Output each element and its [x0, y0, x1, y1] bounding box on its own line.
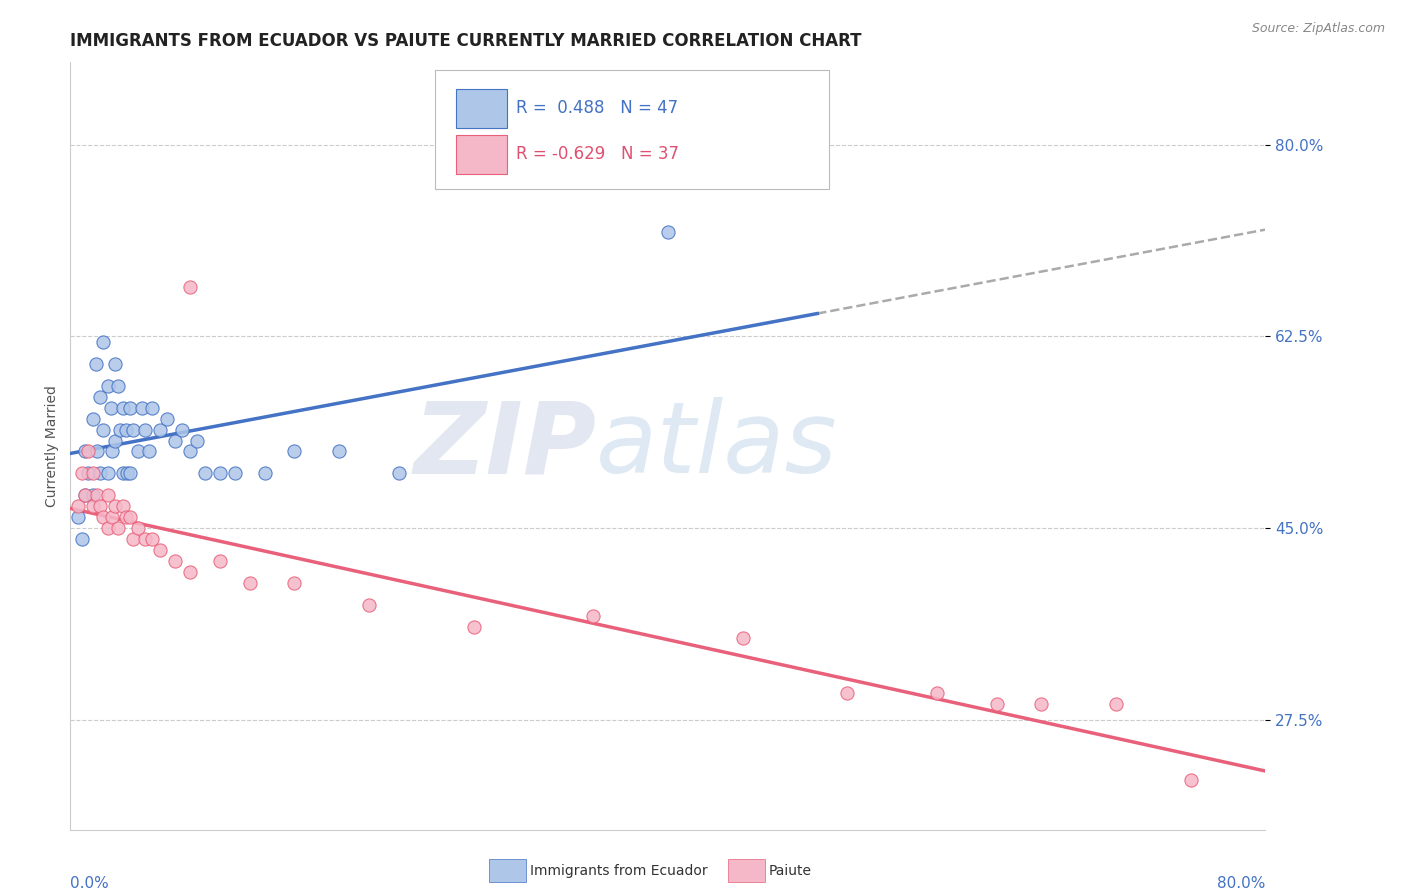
Point — [224, 467, 246, 481]
Point — [179, 280, 201, 294]
Point — [131, 401, 153, 415]
Text: ZIP: ZIP — [413, 398, 596, 494]
Point — [179, 444, 201, 458]
Point — [134, 423, 156, 437]
Point — [925, 685, 948, 699]
Point — [104, 357, 127, 371]
Point — [108, 423, 131, 437]
Point — [986, 697, 1008, 711]
Point — [84, 357, 107, 371]
Point — [134, 532, 156, 546]
Point — [66, 510, 89, 524]
Text: Paiute: Paiute — [769, 863, 813, 878]
Point — [208, 467, 231, 481]
Point — [138, 444, 160, 458]
Point — [186, 434, 208, 448]
Point — [239, 576, 262, 591]
Point — [1180, 773, 1202, 788]
Point — [77, 467, 100, 481]
Point — [91, 334, 114, 349]
Point — [107, 521, 129, 535]
Point — [283, 444, 305, 458]
Point — [156, 411, 179, 425]
Point — [172, 423, 194, 437]
Point — [89, 467, 111, 481]
Text: 0.0%: 0.0% — [70, 876, 110, 890]
Point — [104, 434, 127, 448]
Point — [75, 488, 97, 502]
Point — [463, 620, 485, 634]
Point — [115, 467, 138, 481]
Point — [101, 444, 124, 458]
Point — [127, 444, 149, 458]
Point — [97, 488, 120, 502]
Point — [122, 423, 145, 437]
FancyBboxPatch shape — [457, 135, 506, 175]
Point — [97, 521, 120, 535]
Point — [1031, 697, 1053, 711]
Point — [388, 467, 411, 481]
Point — [141, 532, 163, 546]
Point — [731, 631, 754, 645]
Point — [91, 510, 114, 524]
Point — [104, 500, 127, 514]
Point — [91, 423, 114, 437]
Point — [657, 225, 679, 239]
Point — [253, 467, 276, 481]
Y-axis label: Currently Married: Currently Married — [45, 385, 59, 507]
Point — [111, 401, 134, 415]
Point — [114, 510, 136, 524]
FancyBboxPatch shape — [457, 88, 506, 128]
Text: atlas: atlas — [596, 398, 838, 494]
Point — [328, 444, 350, 458]
Point — [82, 411, 104, 425]
Point — [1105, 697, 1128, 711]
Point — [208, 554, 231, 568]
Text: Immigrants from Ecuador: Immigrants from Ecuador — [530, 863, 707, 878]
Text: 80.0%: 80.0% — [1218, 876, 1265, 890]
Point — [101, 510, 124, 524]
Text: R = -0.629   N = 37: R = -0.629 N = 37 — [516, 145, 679, 163]
Point — [283, 576, 305, 591]
FancyBboxPatch shape — [434, 70, 830, 189]
Point — [163, 434, 186, 448]
Point — [82, 467, 104, 481]
Point — [89, 390, 111, 404]
Point — [120, 467, 141, 481]
Point — [114, 423, 136, 437]
Point — [97, 467, 120, 481]
Point — [111, 467, 134, 481]
Point — [120, 401, 141, 415]
Point — [89, 500, 111, 514]
Point — [582, 608, 605, 623]
Point — [97, 378, 120, 392]
Point — [127, 521, 149, 535]
Point — [149, 423, 172, 437]
Point — [86, 488, 108, 502]
Point — [75, 444, 97, 458]
Point — [75, 488, 97, 502]
Point — [70, 467, 93, 481]
Point — [77, 444, 100, 458]
Point — [120, 510, 141, 524]
Point — [70, 532, 93, 546]
Point — [66, 500, 89, 514]
Point — [122, 532, 145, 546]
Point — [82, 488, 104, 502]
Point — [194, 467, 217, 481]
Text: IMMIGRANTS FROM ECUADOR VS PAIUTE CURRENTLY MARRIED CORRELATION CHART: IMMIGRANTS FROM ECUADOR VS PAIUTE CURREN… — [70, 32, 862, 50]
Text: R =  0.488   N = 47: R = 0.488 N = 47 — [516, 100, 678, 118]
Point — [359, 598, 381, 612]
Point — [149, 543, 172, 558]
Point — [141, 401, 163, 415]
Point — [86, 444, 108, 458]
Point — [111, 500, 134, 514]
Point — [107, 378, 129, 392]
Point — [163, 554, 186, 568]
Text: Source: ZipAtlas.com: Source: ZipAtlas.com — [1251, 22, 1385, 36]
Point — [82, 500, 104, 514]
Point — [179, 565, 201, 579]
Point — [837, 685, 859, 699]
Point — [100, 401, 122, 415]
